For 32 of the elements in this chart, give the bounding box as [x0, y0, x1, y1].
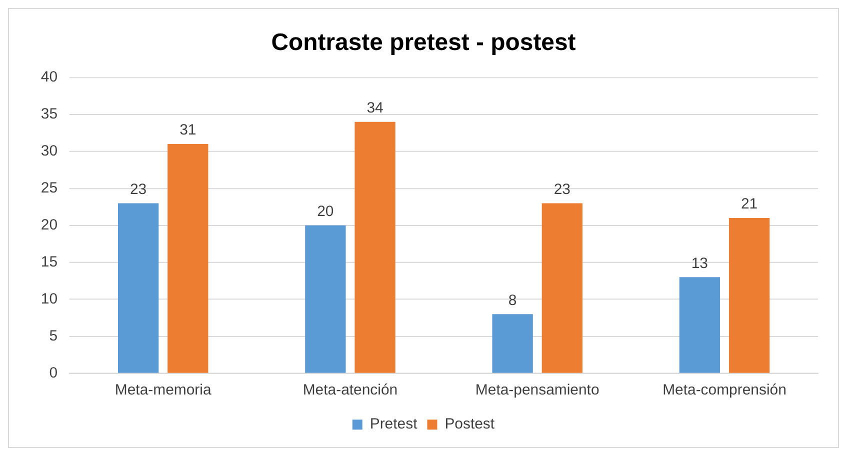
y-tick-label: 40	[40, 68, 58, 86]
data-label: 34	[366, 100, 384, 117]
bar	[728, 218, 770, 373]
y-tick-label: 35	[40, 106, 58, 123]
y-tick-label: 10	[40, 290, 58, 308]
legend-label: Pretest	[370, 416, 418, 433]
data-label: 23	[554, 180, 570, 198]
x-tick-label: Meta-comprensión	[662, 381, 786, 398]
x-tick-label: Meta-pensamiento	[475, 381, 600, 398]
bar	[305, 225, 346, 373]
y-tick-label: 5	[49, 327, 58, 344]
bar	[354, 122, 396, 373]
data-label: 21	[740, 196, 758, 213]
bar	[168, 144, 208, 373]
data-label: 23	[130, 180, 147, 198]
bar	[492, 314, 533, 373]
data-label: 31	[180, 122, 196, 139]
x-tick-label: Meta-memoria	[114, 381, 212, 398]
y-tick-label: 0	[49, 364, 58, 382]
data-label: 13	[691, 254, 708, 272]
y-tick-label: 25	[40, 180, 58, 197]
legend-label: Postest	[444, 416, 496, 433]
y-tick-label: 30	[40, 142, 58, 160]
y-tick-label: 20	[40, 216, 58, 234]
y-tick-label: 15	[40, 254, 58, 271]
chart-title: Contraste pretest - postest	[271, 28, 576, 56]
data-label: 20	[317, 203, 334, 220]
bar	[118, 203, 159, 373]
bar	[679, 277, 720, 373]
bar	[542, 203, 582, 373]
x-tick-label: Meta-atención	[302, 381, 398, 398]
data-label: 8	[508, 292, 517, 309]
